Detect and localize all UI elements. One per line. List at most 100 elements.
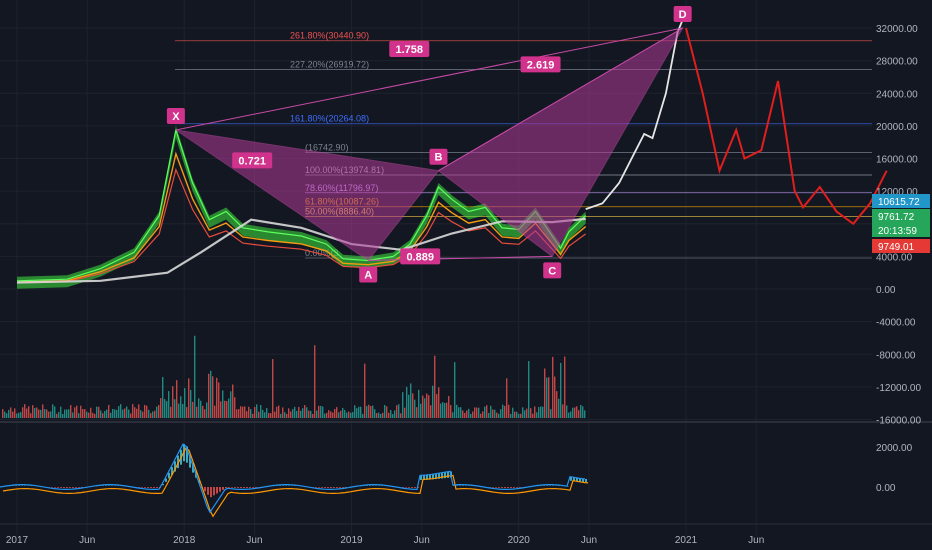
volume-bar [548,377,550,418]
volume-bar [522,407,524,418]
volume-bar [356,408,358,418]
volume-bar [156,406,158,418]
volume-bar [298,406,300,418]
volume-bar [40,409,42,418]
volume-bar [290,411,292,418]
xd-line [175,27,683,131]
volume-bar [36,407,38,418]
fib-level-label: 0.00%(3 [305,248,339,258]
volume-bar [152,411,154,418]
volume-bar [312,413,314,418]
oscillator-histogram-bar [186,446,188,463]
x-tick-label: 2017 [6,535,29,546]
volume-bar [506,378,508,418]
macd-line [0,443,586,514]
oscillator-histogram-bar [426,475,428,480]
volume-bar [16,413,18,418]
volume-bar [556,391,558,418]
oscillator-histogram-bar [492,487,494,488]
oscillator-histogram-bar [153,487,155,488]
signal-line [2,447,589,518]
oscillator-histogram-bar [504,487,506,488]
volume-bar [338,412,340,418]
volume-bar [576,406,578,418]
oscillator-histogram-bar [150,487,152,488]
y-tick-label: 4000.00 [876,252,913,263]
volume-bar [566,405,568,418]
volume-bar [460,407,462,418]
volume-bar [8,409,10,418]
oscillator-histogram-bar [405,487,407,488]
volume-bar [394,410,396,418]
pattern-point-badge [166,107,185,124]
volume-bar [72,412,74,418]
volume-bar [268,413,270,418]
volume-bar [214,405,216,418]
y-tick-label: -12000.00 [876,383,921,394]
volume-bar [334,409,336,418]
volume-bar [112,409,114,418]
ratio-label: 2.619 [527,59,555,71]
volume-bar [424,398,426,418]
volume-bar [412,393,414,418]
volume-bar [466,410,468,418]
y-tick-label: 20000.00 [876,122,918,133]
volume-bar [118,406,120,418]
projection-up-line [585,11,687,210]
volume-bar [526,408,528,418]
volume-bar [108,404,110,418]
volume-bar [270,413,272,418]
volume-bar [348,411,350,418]
volume-bar [502,404,504,418]
oscillator-histogram-bar [168,472,170,479]
pattern-point-badge [673,6,692,22]
volume-bar [128,409,130,418]
oscillator-histogram-bar [234,487,236,488]
volume-bar [130,413,132,418]
harmonic-pattern[interactable]: 1.758 2.619 0.721 0.889 X A B C D [166,6,692,283]
volume-bar [358,406,360,418]
volume-bar [508,404,510,418]
volume-bar [378,412,380,418]
y-tick-label: 32000.00 [876,24,918,35]
volume-bar [48,411,50,418]
volume-bar [202,405,204,418]
oscillator-histogram-bar [501,487,503,488]
volume-bar [504,405,506,418]
volume-bar [180,396,182,418]
volume-bar [434,355,436,418]
volume-bar [78,413,80,418]
y-tick-label: 16000.00 [876,155,918,166]
fib-level-label: (16742.90) [305,142,349,152]
volume-bar [494,409,496,418]
volume-bar [134,407,136,418]
oscillator-histogram-bar [585,478,587,483]
volume-bar [240,406,242,418]
y-tick-label: -8000.00 [876,350,916,361]
oscillator-histogram-bar [174,461,176,472]
volume-bar [12,411,14,418]
x-tick-label: Jun [79,535,95,546]
y-tick-label: 0.00 [876,285,896,296]
oscillator-histogram-bar [171,467,173,476]
volume-bar [182,403,184,418]
oscillator-histogram-bar [141,487,143,488]
volume-bar [490,405,492,418]
volume-bar [396,405,398,418]
osc-y-tick-label: 2000.00 [876,443,913,454]
oscillator-histogram-bar [66,487,68,488]
volume-bar [384,404,386,418]
oscillator-histogram-bar [324,487,326,488]
volume-bar [228,398,230,418]
volume-bar [60,406,62,418]
volume-bar [550,409,552,418]
volume-bar [568,412,570,418]
price-tag-box [872,239,930,253]
volume-bar [408,394,410,418]
volume-bar [498,413,500,418]
volume-bar [198,398,200,418]
fib-level-label: 161.80%(20264.08) [290,114,369,124]
y-tick-label: 12000.00 [876,187,918,198]
volume-bar [146,405,148,418]
